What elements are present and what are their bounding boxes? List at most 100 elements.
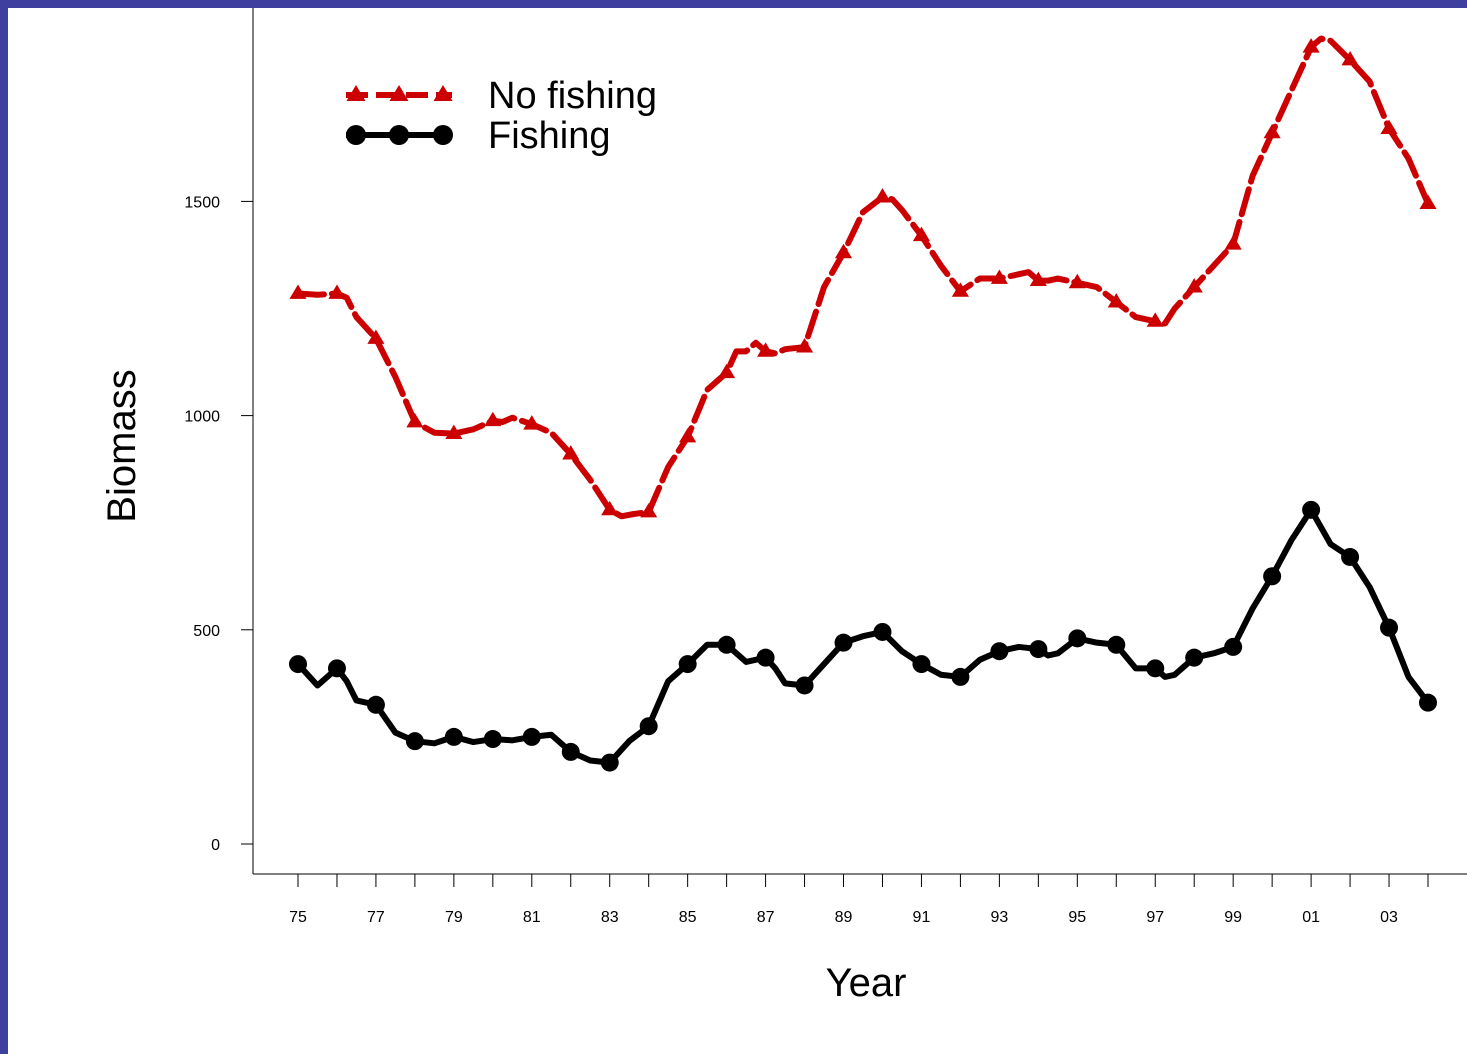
point-no-fishing-1980 <box>484 411 502 427</box>
point-fishing-1983 <box>600 753 619 772</box>
point-fishing-1988 <box>795 676 814 695</box>
x-tick-label-75: 75 <box>289 909 307 926</box>
point-fishing-1994 <box>1029 640 1048 659</box>
point-no-fishing-1987 <box>757 342 775 357</box>
x-tick-label-85: 85 <box>679 909 697 926</box>
point-fishing-1976 <box>327 659 346 678</box>
x-tick-label-99: 99 <box>1224 909 1242 926</box>
series-layer <box>289 35 1437 772</box>
point-no-fishing-1976 <box>328 284 346 299</box>
point-no-fishing-1991 <box>912 226 930 242</box>
x-tick-label-87: 87 <box>757 909 775 926</box>
point-no-fishing-1982 <box>562 445 580 460</box>
series-fishing <box>289 500 1437 772</box>
point-fishing-2001 <box>1302 500 1321 519</box>
point-no-fishing-1986 <box>718 363 736 379</box>
series-line-fishing <box>295 506 1431 766</box>
x-tick-label-97: 97 <box>1146 909 1164 926</box>
point-no-fishing-1999 <box>1224 235 1242 250</box>
point-no-fishing-1995 <box>1068 273 1086 289</box>
point-no-fishing-1988 <box>796 338 814 353</box>
x-axis-ticks: 75 77 79 81 83 85 87 89 91 93 95 97 99 01 03 <box>289 874 1429 926</box>
legend-marker-no-fishing-0 <box>346 85 366 101</box>
biomass-line-chart: 0 500 1000 1500 75 77 79 81 83 85 87 89 91 93 95 97 99 0… <box>100 8 1467 1005</box>
point-fishing-2000 <box>1263 567 1282 586</box>
point-fishing-1980 <box>483 730 502 749</box>
point-fishing-1995 <box>1068 629 1087 648</box>
x-tick-label-79: 79 <box>445 909 463 926</box>
x-tick-label-89: 89 <box>835 909 853 926</box>
series-line-no-fishing <box>295 35 1431 520</box>
x-tick-label-91: 91 <box>913 909 931 926</box>
x-tick-label-95: 95 <box>1068 909 1086 926</box>
point-fishing-1990 <box>873 622 892 641</box>
point-fishing-1992 <box>951 667 970 686</box>
legend-item-no-fishing: No fishing <box>346 75 657 117</box>
point-fishing-1989 <box>834 633 853 652</box>
point-no-fishing-1983 <box>601 500 619 516</box>
point-no-fishing-1977 <box>367 329 385 344</box>
legend-marker-fishing-1 <box>389 125 409 145</box>
point-fishing-1985 <box>678 655 697 674</box>
point-no-fishing-2000 <box>1263 123 1281 139</box>
x-tick-label-83: 83 <box>601 909 619 926</box>
x-tick-label-01: 01 <box>1302 909 1320 926</box>
x-tick-label-03: 03 <box>1380 909 1398 926</box>
y-tick-label-1500: 1500 <box>184 194 220 211</box>
y-axis-title: Biomass <box>100 369 144 522</box>
point-fishing-1996 <box>1107 635 1126 654</box>
x-tick-label-77: 77 <box>367 909 385 926</box>
point-fishing-1978 <box>405 732 424 751</box>
legend-marker-no-fishing-2 <box>433 85 453 101</box>
point-no-fishing-1975 <box>289 284 307 299</box>
point-no-fishing-2004 <box>1419 194 1437 209</box>
point-no-fishing-1979 <box>445 424 463 439</box>
point-fishing-1991 <box>912 655 931 674</box>
point-fishing-2002 <box>1341 547 1360 566</box>
x-tick-label-93: 93 <box>990 909 1008 926</box>
point-fishing-2004 <box>1419 693 1437 712</box>
point-fishing-1981 <box>522 727 541 746</box>
point-no-fishing-1990 <box>873 188 892 203</box>
point-fishing-1997 <box>1146 659 1165 678</box>
point-no-fishing-1984 <box>640 502 658 518</box>
point-fishing-1987 <box>756 648 775 667</box>
legend-item-fishing: Fishing <box>346 115 611 157</box>
point-no-fishing-2003 <box>1380 119 1398 134</box>
point-fishing-1993 <box>990 642 1009 661</box>
point-no-fishing-1985 <box>679 428 697 443</box>
y-tick-label-0: 0 <box>211 837 220 854</box>
point-no-fishing-2002 <box>1341 51 1359 66</box>
legend-marker-fishing-2 <box>433 125 453 145</box>
point-no-fishing-1998 <box>1185 278 1203 293</box>
point-no-fishing-1993 <box>990 269 1008 284</box>
point-fishing-1982 <box>561 742 580 761</box>
plot-frame: 0 500 1000 1500 75 77 79 81 83 85 87 89 91 93 95 97 99 0… <box>8 8 1467 1054</box>
point-fishing-1979 <box>444 727 463 746</box>
series-no-fishing <box>289 35 1437 520</box>
legend-marker-no-fishing-1 <box>389 85 409 101</box>
point-fishing-1977 <box>366 695 385 714</box>
x-tick-label-81: 81 <box>523 909 541 926</box>
point-fishing-1999 <box>1224 637 1243 656</box>
point-no-fishing-1981 <box>523 415 541 430</box>
point-fishing-1986 <box>717 635 736 654</box>
point-fishing-1984 <box>639 717 658 736</box>
y-tick-label-1000: 1000 <box>184 409 220 426</box>
legend-marker-fishing-0 <box>346 125 366 145</box>
point-no-fishing-1989 <box>834 243 853 259</box>
point-no-fishing-1996 <box>1107 293 1125 308</box>
point-fishing-1998 <box>1185 648 1204 667</box>
point-no-fishing-1994 <box>1029 271 1047 287</box>
x-axis-title: Year <box>826 961 907 1005</box>
y-axis-ticks: 0 500 1000 1500 <box>184 194 253 854</box>
legend-label-fishing: Fishing <box>488 115 611 157</box>
legend-label-no-fishing: No fishing <box>488 75 657 117</box>
y-tick-label-500: 500 <box>193 623 220 640</box>
point-no-fishing-1997 <box>1146 312 1164 327</box>
point-no-fishing-2001 <box>1302 38 1320 53</box>
point-no-fishing-1992 <box>951 282 969 297</box>
point-fishing-2003 <box>1380 618 1399 637</box>
point-no-fishing-1978 <box>406 413 424 428</box>
